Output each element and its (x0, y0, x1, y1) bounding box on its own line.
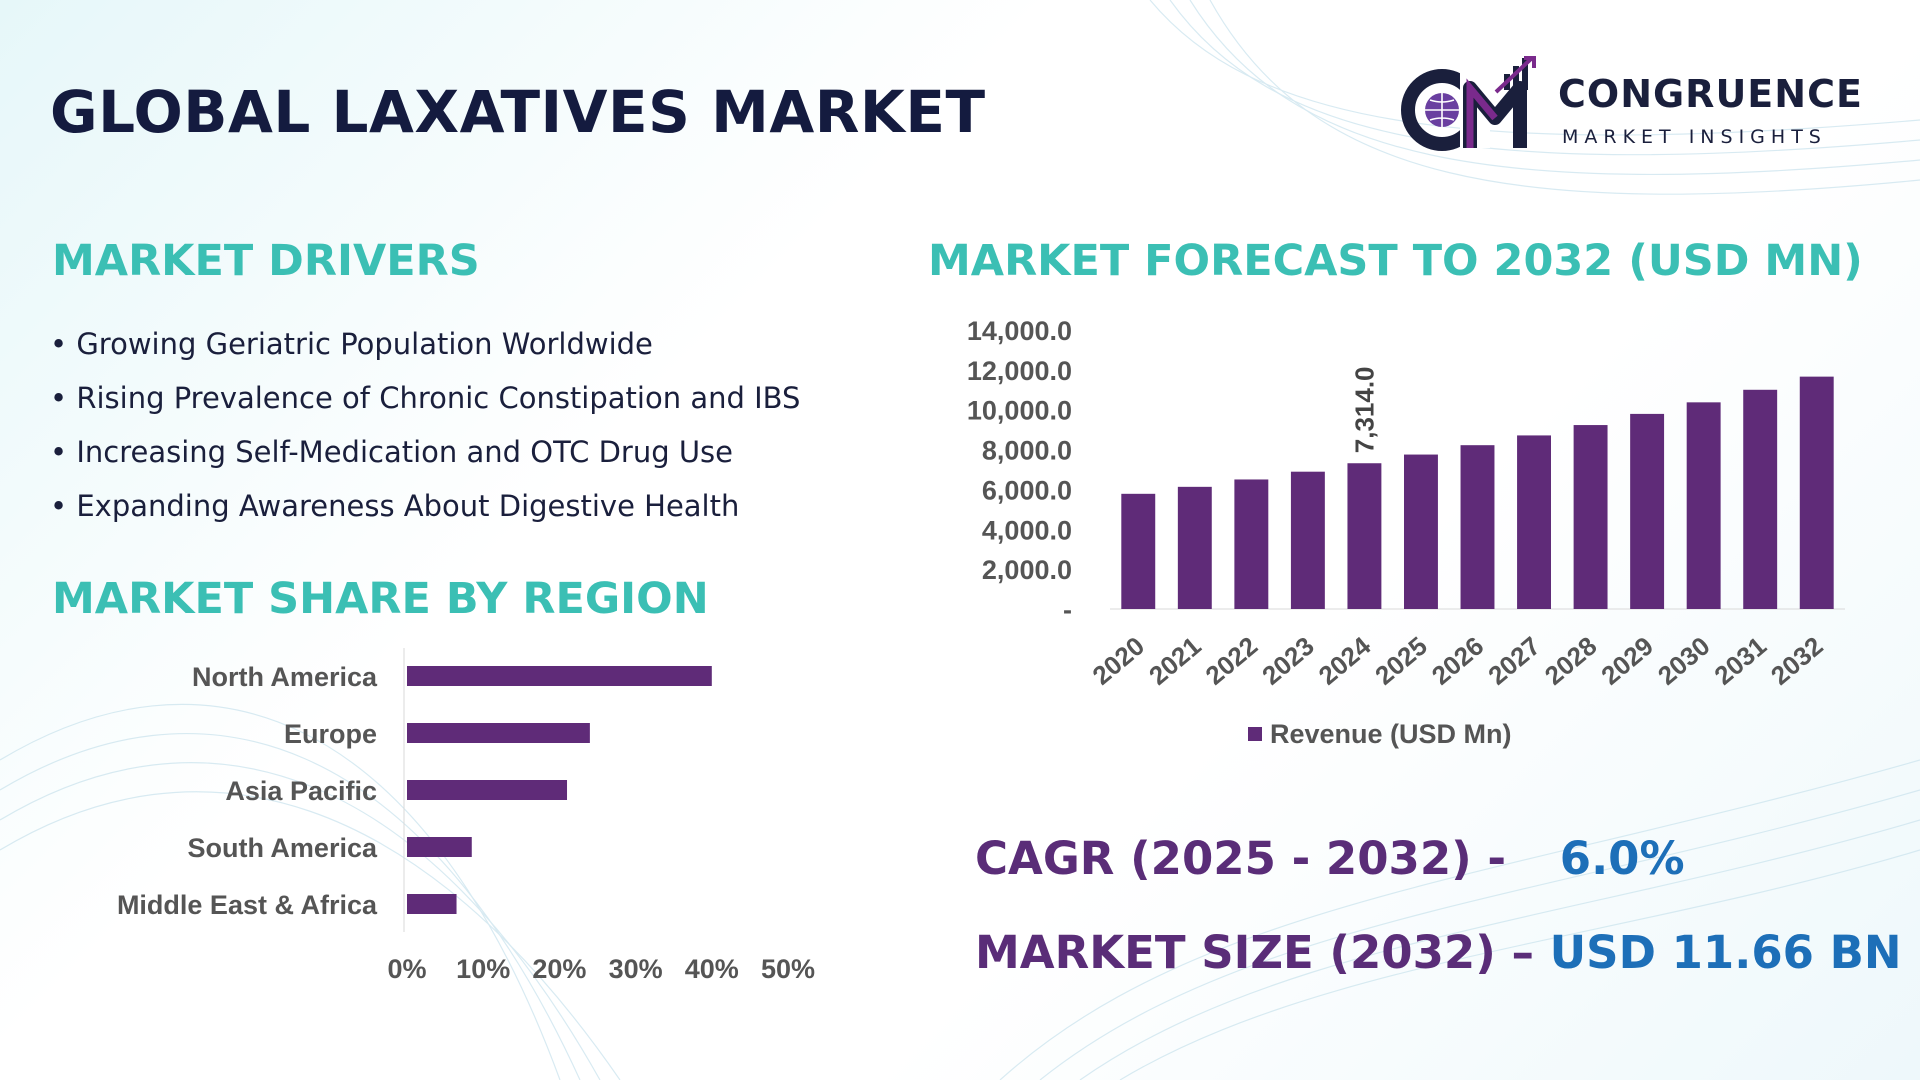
forecast-heading: MARKET FORECAST TO 2032 (USD MN) (928, 236, 1863, 286)
revenue-bar (1347, 463, 1382, 609)
year-tick-label: 2030 (1652, 631, 1716, 691)
year-tick-label: 2020 (1087, 631, 1151, 691)
revenue-bar (1177, 486, 1212, 609)
y-tick-label: 14,000.0 (967, 316, 1072, 346)
year-tick-label: 2032 (1765, 631, 1829, 691)
year-tick-label: 2031 (1708, 631, 1772, 691)
cagr-value: 6.0% (1559, 832, 1685, 885)
market-size-label: MARKET SIZE (2032) – (975, 926, 1534, 979)
y-tick-label: 2,000.0 (982, 555, 1072, 585)
share-bar (407, 837, 472, 857)
drivers-list: Growing Geriatric Population Worldwide R… (50, 322, 800, 538)
region-heading: MARKET SHARE BY REGION (52, 574, 709, 624)
cagr-row: CAGR (2025 - 2032) - 6.0% (975, 832, 1685, 885)
category-label: Europe (284, 719, 377, 749)
share-bar (407, 894, 457, 914)
y-tick-label: 10,000.0 (967, 396, 1072, 426)
year-tick-label: 2029 (1595, 631, 1659, 691)
x-tick-label: 50% (761, 954, 815, 984)
revenue-bar (1630, 413, 1665, 609)
revenue-bar (1686, 402, 1721, 609)
revenue-bar (1799, 376, 1834, 609)
y-tick-label: 6,000.0 (982, 475, 1072, 505)
legend-swatch (1248, 727, 1262, 741)
share-bar (407, 723, 590, 743)
revenue-bar (1460, 445, 1495, 609)
year-tick-label: 2025 (1369, 631, 1433, 691)
revenue-bar (1404, 454, 1438, 609)
share-bar (407, 666, 712, 686)
year-tick-label: 2028 (1539, 631, 1603, 691)
category-label: Middle East & Africa (117, 890, 378, 920)
year-tick-label: 2026 (1426, 631, 1490, 691)
share-bar (407, 780, 568, 800)
y-tick-label: - (1063, 595, 1072, 625)
y-tick-label: 8,000.0 (982, 436, 1072, 466)
drivers-heading: MARKET DRIVERS (52, 236, 480, 286)
year-tick-label: 2024 (1313, 630, 1377, 691)
logo-tagline: MARKET INSIGHTS (1562, 126, 1827, 148)
year-tick-label: 2021 (1143, 631, 1207, 691)
forecast-chart: - 2,000.0 4,000.0 6,000.0 8,000.0 10,000.0 12,… (967, 316, 1845, 749)
revenue-bar (1743, 389, 1778, 609)
x-tick-label: 40% (685, 954, 739, 984)
x-tick-label: 10% (456, 954, 510, 984)
company-logo: CONGRUENCE MARKET INSIGHTS (1400, 52, 1870, 162)
logo-name: CONGRUENCE (1558, 72, 1863, 116)
revenue-bar (1234, 479, 1269, 609)
logo-monogram-icon (1401, 56, 1536, 151)
cagr-label: CAGR (2025 - 2032) - (975, 832, 1507, 885)
x-tick-label: 30% (609, 954, 663, 984)
year-tick-label: 2027 (1482, 631, 1546, 691)
y-tick-label: 4,000.0 (982, 515, 1072, 545)
driver-item: Increasing Self-Medication and OTC Drug … (50, 430, 800, 484)
x-tick-label: 20% (532, 954, 586, 984)
revenue-bar (1573, 425, 1608, 609)
revenue-bar (1290, 471, 1325, 609)
year-tick-label: 2022 (1200, 631, 1264, 691)
category-label: North America (192, 662, 378, 692)
x-tick-label: 0% (387, 954, 426, 984)
revenue-bar (1121, 493, 1156, 609)
market-size-row: MARKET SIZE (2032) – USD 11.66 BN (975, 926, 1902, 979)
page-title: GLOBAL LAXATIVES MARKET (50, 78, 986, 146)
region-share-chart: North America Europe Asia Pacific South Ame… (117, 648, 815, 984)
driver-item: Growing Geriatric Population Worldwide (50, 322, 800, 376)
market-size-value: USD 11.66 BN (1549, 926, 1902, 979)
revenue-bar (1517, 435, 1551, 609)
y-tick-label: 12,000.0 (967, 356, 1072, 386)
driver-item: Rising Prevalence of Chronic Constipatio… (50, 376, 800, 430)
year-tick-label: 2023 (1256, 631, 1320, 691)
driver-item: Expanding Awareness About Digestive Heal… (50, 484, 800, 538)
category-label: Asia Pacific (225, 776, 377, 806)
data-label: 7,314.0 (1349, 366, 1379, 453)
legend-label: Revenue (USD Mn) (1270, 719, 1512, 749)
category-label: South America (187, 833, 378, 863)
